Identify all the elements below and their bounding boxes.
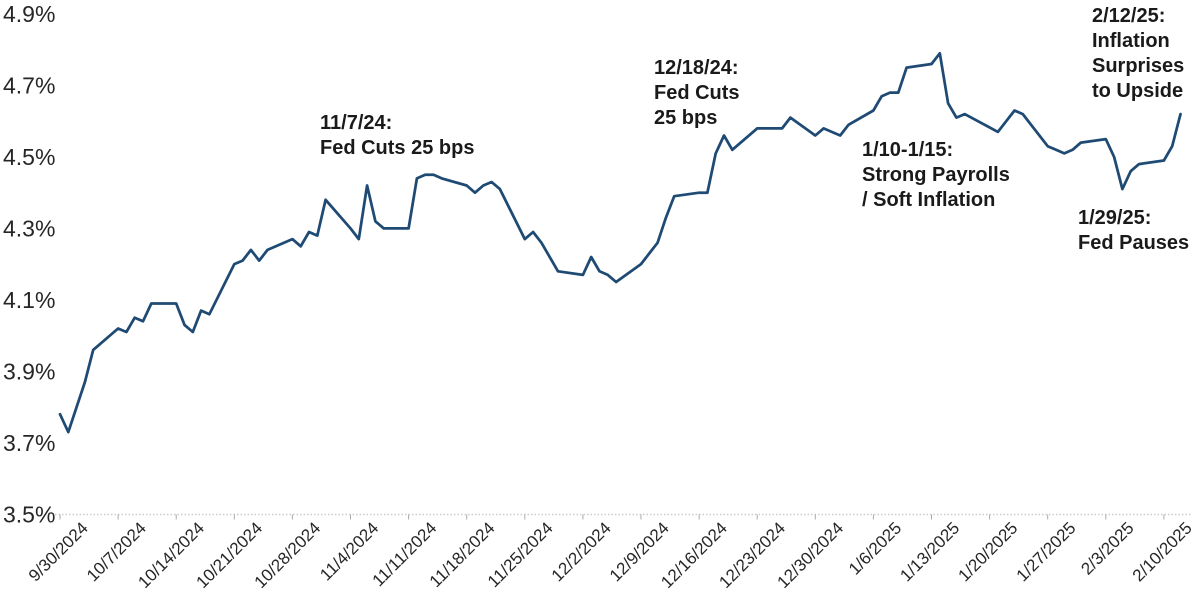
annotation-nov-fed-cut: 11/7/24: Fed Cuts 25 bps xyxy=(320,112,475,159)
x-tick-label: 1/6/2025 xyxy=(845,518,905,578)
y-tick-label: 4.5% xyxy=(3,144,55,170)
x-tick-label: 2/10/2025 xyxy=(1129,518,1196,585)
annotation-strong-payrolls: 1/10-1/15: Strong Payrolls / Soft Inflat… xyxy=(862,139,1010,211)
y-tick-label: 3.7% xyxy=(3,430,55,456)
x-tick-label: 1/27/2025 xyxy=(1013,518,1080,585)
x-tick-label: 1/20/2025 xyxy=(955,518,1022,585)
x-tick-label: 2/3/2025 xyxy=(1077,518,1137,578)
y-tick-label: 4.9% xyxy=(3,1,55,27)
y-tick-label: 4.7% xyxy=(3,72,55,98)
yield-line-series xyxy=(58,51,1182,434)
annotation-fed-pauses: 1/29/25: Fed Pauses xyxy=(1078,207,1190,254)
y-tick-label: 3.9% xyxy=(3,358,55,384)
annotation-inflation-surprise: 2/12/25: Inflation Surprises to Upside xyxy=(1092,5,1185,102)
y-tick-label: 3.5% xyxy=(3,501,55,527)
y-tick-label: 4.3% xyxy=(3,215,55,241)
x-tick-label: 1/13/2025 xyxy=(896,518,963,585)
x-tick-label: 12/2/2024 xyxy=(548,518,615,585)
annotation-dec-fed-cut: 12/18/24: Fed Cuts 25 bps xyxy=(654,57,740,129)
y-tick-label: 4.1% xyxy=(3,287,55,313)
x-tick-label: 9/30/2024 xyxy=(25,518,92,585)
